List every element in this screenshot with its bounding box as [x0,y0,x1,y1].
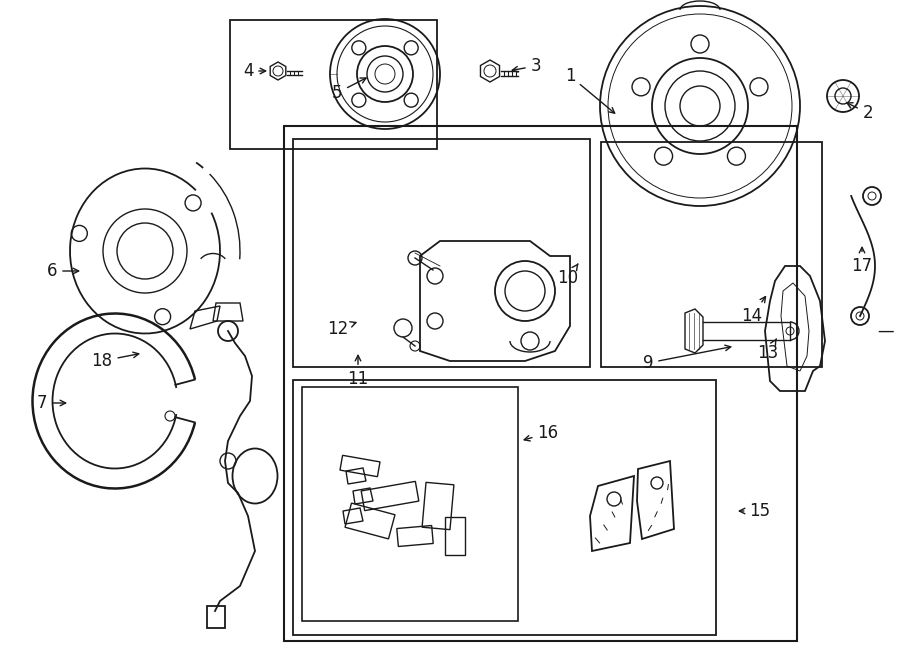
Text: 5: 5 [332,78,366,102]
Bar [230,20,436,149]
Text: 6: 6 [47,262,78,280]
Bar [302,387,518,621]
Bar [292,139,590,367]
Text: 16: 16 [524,424,559,442]
Bar [292,380,716,635]
Text: 9: 9 [643,345,731,372]
Text: 10: 10 [557,264,579,287]
Text: 11: 11 [347,356,369,388]
Text: — 8: — 8 [878,322,900,340]
Text: 13: 13 [758,339,778,362]
Text: 15: 15 [739,502,770,520]
Text: 4: 4 [243,62,266,80]
Bar [284,126,796,641]
Bar [601,142,822,367]
Text: 12: 12 [328,320,356,338]
Text: 14: 14 [742,297,766,325]
Text: 2: 2 [847,102,873,122]
Text: 18: 18 [92,352,139,370]
Text: 3: 3 [512,57,541,75]
Bar [207,606,225,628]
Text: 17: 17 [851,247,873,275]
Text: 7: 7 [37,394,66,412]
Text: 1: 1 [564,67,615,113]
